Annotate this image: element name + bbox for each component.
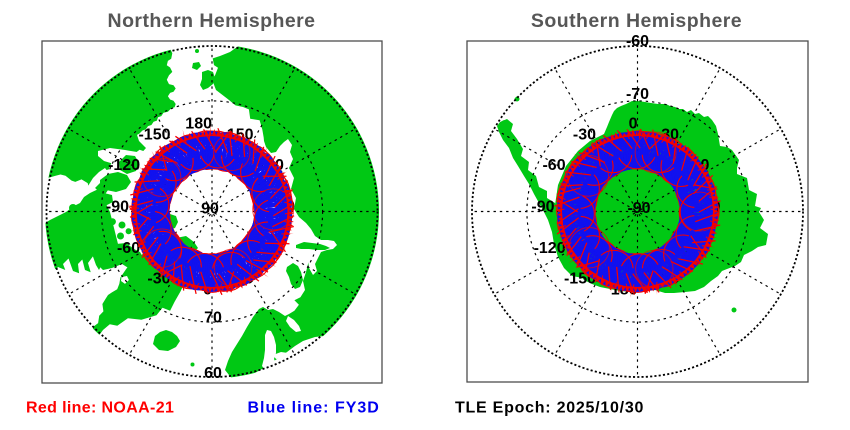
svg-text:-60: -60 [542, 157, 565, 174]
svg-text:90: 90 [201, 201, 219, 218]
svg-text:60: 60 [204, 365, 222, 382]
svg-text:180: 180 [185, 116, 212, 133]
svg-text:-90: -90 [627, 200, 650, 217]
svg-text:-120: -120 [108, 157, 140, 174]
svg-text:-90: -90 [106, 199, 129, 216]
svg-text:Northern Hemisphere: Northern Hemisphere [108, 10, 316, 32]
svg-text:-30: -30 [573, 127, 596, 144]
svg-text:-60: -60 [626, 33, 649, 50]
svg-text:-60: -60 [117, 240, 140, 257]
svg-text:0: 0 [629, 116, 638, 133]
svg-text:-120: -120 [534, 240, 566, 257]
svg-text:-90: -90 [531, 199, 554, 216]
svg-text:Red line: NOAA-21: Red line: NOAA-21 [26, 400, 174, 417]
svg-text:70: 70 [204, 310, 222, 327]
svg-text:TLE Epoch: 2025/10/30: TLE Epoch: 2025/10/30 [455, 400, 644, 417]
svg-text:Southern Hemisphere: Southern Hemisphere [531, 10, 742, 32]
svg-text:Blue line: FY3D: Blue line: FY3D [248, 400, 380, 417]
svg-text:-70: -70 [626, 86, 649, 103]
svg-text:-150: -150 [138, 127, 170, 144]
